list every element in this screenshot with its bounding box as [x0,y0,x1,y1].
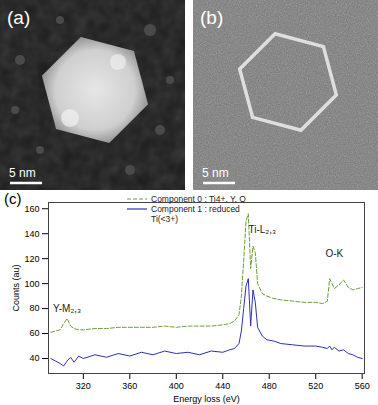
svg-text:Counts (au): Counts (au) [11,264,21,311]
svg-text:520: 520 [308,381,323,391]
svg-text:560: 560 [355,381,370,391]
svg-text:O-K: O-K [325,248,343,259]
svg-text:Energy loss (eV): Energy loss (eV) [173,394,240,404]
svg-text:(b): (b) [200,7,223,28]
svg-text:Ti-L₂,₃: Ti-L₂,₃ [248,224,276,235]
html-text:(c): (c) [4,190,22,207]
svg-text:80: 80 [29,303,39,313]
svg-text:320: 320 [76,381,91,391]
html-text:Component 1 : reduced Ti(<3+): Component 1 : reduced Ti(<3+) [151,204,240,224]
svg-text:480: 480 [262,381,277,391]
svg-text:140: 140 [24,229,39,239]
svg-text:5 nm: 5 nm [9,166,36,180]
html-text:Component 0 : Ti4+, Y, O: Component 0 : Ti4+, Y, O [151,194,246,204]
svg-text:40: 40 [29,353,39,363]
svg-text:120: 120 [24,254,39,264]
svg-text:440: 440 [215,381,230,391]
svg-text:160: 160 [24,204,39,214]
svg-text:400: 400 [169,381,184,391]
svg-text:5 nm: 5 nm [202,166,229,180]
svg-text:100: 100 [24,279,39,289]
svg-text:360: 360 [122,381,137,391]
svg-text:(a): (a) [7,7,30,28]
svg-text:60: 60 [29,328,39,338]
svg-text:Y-M₂,₃: Y-M₂,₃ [53,303,81,314]
